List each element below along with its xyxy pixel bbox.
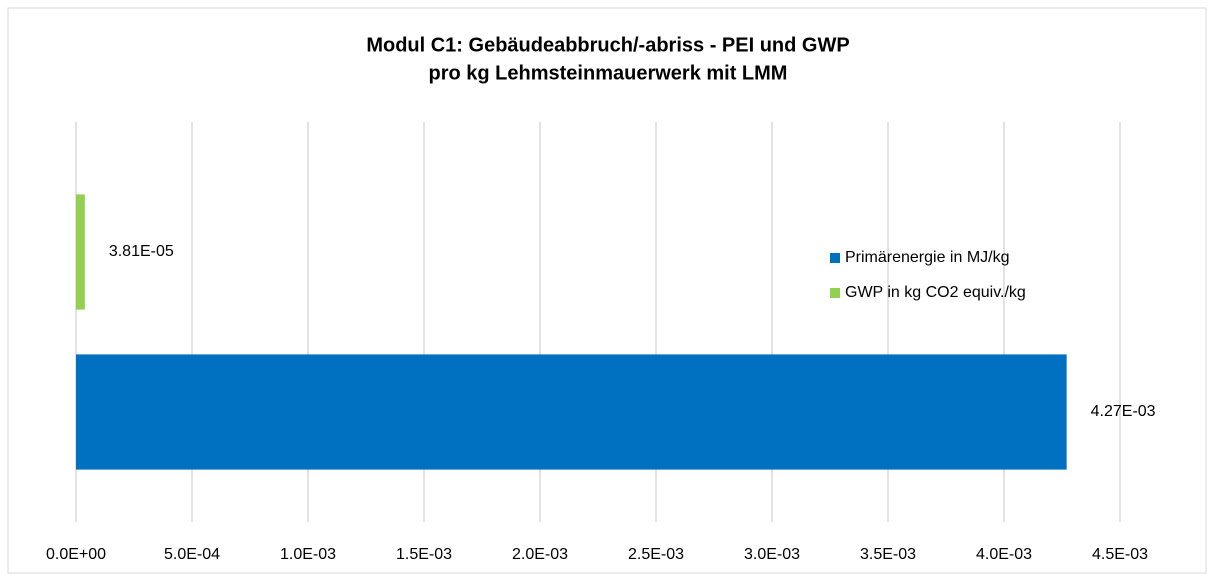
legend-label: Primärenergie in MJ/kg: [845, 249, 1010, 266]
x-tick-label: 0.0E+00: [46, 546, 106, 563]
chart-title: Modul C1: Gebäudeabbruch/-abriss - PEI u…: [366, 34, 849, 56]
x-tick-label: 3.0E-03: [744, 546, 800, 563]
chart-title: pro kg Lehmsteinmauerwerk mit LMM: [429, 62, 788, 84]
bar: [76, 194, 85, 310]
legend-swatch: [830, 253, 840, 263]
x-tick-label: 2.0E-03: [512, 546, 568, 563]
x-tick-label: 1.5E-03: [396, 546, 452, 563]
x-tick-label: 2.5E-03: [628, 546, 684, 563]
data-label: 4.27E-03: [1091, 403, 1156, 420]
data-label: 3.81E-05: [109, 243, 174, 260]
x-tick-label: 4.0E-03: [976, 546, 1032, 563]
x-tick-label: 1.0E-03: [280, 546, 336, 563]
bar: [76, 354, 1067, 470]
legend-swatch: [830, 288, 840, 298]
chart-border: [7, 7, 1207, 574]
legend-label: GWP in kg CO2 equiv./kg: [845, 284, 1026, 301]
x-tick-label: 3.5E-03: [860, 546, 916, 563]
x-tick-label: 5.0E-04: [164, 546, 220, 563]
x-tick-label: 4.5E-03: [1092, 546, 1148, 563]
